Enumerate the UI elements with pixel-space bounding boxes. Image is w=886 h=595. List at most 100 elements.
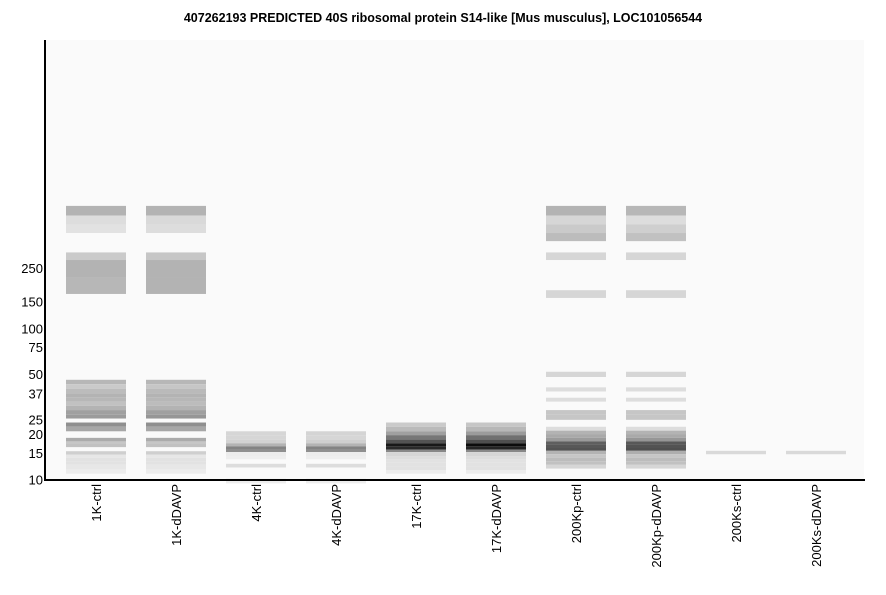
- band: [546, 205, 606, 216]
- band: [386, 435, 446, 440]
- x-axis-labels: 1K-ctrl 1K-dDAVP 4K-ctrl 4K-dDAVP 17K-ctrl 17…: [89, 484, 824, 568]
- band: [466, 452, 526, 457]
- band: [626, 387, 686, 392]
- band: [66, 441, 126, 445]
- band: [66, 224, 126, 234]
- band: [546, 447, 606, 451]
- band: [546, 434, 606, 438]
- band: [546, 437, 606, 442]
- band: [66, 426, 126, 432]
- band: [386, 456, 446, 460]
- band: [466, 443, 526, 447]
- band: [546, 430, 606, 435]
- lane-label: 200Kp-ctrl: [569, 484, 584, 543]
- band: [146, 277, 206, 294]
- band: [546, 464, 606, 469]
- y-tick-label: 20: [29, 427, 43, 442]
- band: [66, 379, 126, 385]
- band: [626, 441, 686, 445]
- band: [626, 410, 686, 415]
- y-tick-label: 37: [29, 387, 43, 402]
- band: [626, 233, 686, 242]
- band: [146, 441, 206, 445]
- band: [66, 451, 126, 455]
- band: [146, 401, 206, 406]
- band: [706, 450, 766, 455]
- band: [146, 393, 206, 398]
- band: [146, 464, 206, 470]
- band: [66, 461, 126, 465]
- band: [626, 224, 686, 234]
- y-tick-label: 100: [21, 321, 43, 336]
- band: [306, 456, 366, 460]
- band: [626, 437, 686, 442]
- band: [626, 290, 686, 298]
- band: [626, 426, 686, 431]
- y-tick-label: 75: [29, 340, 43, 355]
- y-tick-label: 25: [29, 412, 43, 427]
- band: [466, 449, 526, 453]
- lane-label: 4K-ctrl: [249, 484, 264, 522]
- band: [306, 449, 366, 453]
- band: [146, 422, 206, 427]
- band: [306, 431, 366, 436]
- band: [386, 459, 446, 463]
- band: [66, 393, 126, 398]
- band: [226, 452, 286, 457]
- band: [466, 459, 526, 463]
- band: [626, 414, 686, 420]
- band: [546, 252, 606, 261]
- band: [626, 461, 686, 465]
- band: [146, 437, 206, 442]
- band: [626, 447, 686, 451]
- band: [626, 457, 686, 462]
- band: [146, 414, 206, 419]
- band: [66, 252, 126, 261]
- band: [546, 461, 606, 465]
- band: [146, 405, 206, 411]
- band: [306, 435, 366, 440]
- band: [66, 437, 126, 442]
- band: [306, 443, 366, 447]
- band: [66, 410, 126, 415]
- lane-label: 17K-dDAVP: [489, 484, 504, 553]
- band: [466, 466, 526, 471]
- band: [66, 444, 126, 448]
- band: [386, 449, 446, 453]
- y-tick-label: 150: [21, 295, 43, 310]
- band: [146, 454, 206, 458]
- band: [466, 470, 526, 474]
- band: [306, 446, 366, 450]
- band: [386, 431, 446, 436]
- band: [546, 457, 606, 462]
- band: [546, 410, 606, 415]
- band: [146, 444, 206, 448]
- band: [66, 469, 126, 474]
- bands-layer: [66, 205, 846, 484]
- band: [66, 464, 126, 470]
- band: [226, 449, 286, 453]
- lane-label: 200Kp-dDAVP: [649, 484, 664, 568]
- band: [626, 371, 686, 377]
- band: [66, 405, 126, 411]
- band: [226, 463, 286, 468]
- band: [546, 233, 606, 242]
- band: [66, 277, 126, 294]
- band: [146, 461, 206, 465]
- band: [626, 454, 686, 458]
- band: [226, 478, 286, 484]
- band: [626, 450, 686, 455]
- band: [386, 426, 446, 432]
- band: [66, 401, 126, 406]
- band: [386, 470, 446, 474]
- band: [146, 397, 206, 402]
- band: [546, 414, 606, 420]
- band: [626, 397, 686, 402]
- band: [626, 444, 686, 448]
- band: [146, 224, 206, 234]
- band: [306, 439, 366, 444]
- band: [226, 443, 286, 447]
- band: [146, 457, 206, 462]
- y-tick-label: 50: [29, 367, 43, 382]
